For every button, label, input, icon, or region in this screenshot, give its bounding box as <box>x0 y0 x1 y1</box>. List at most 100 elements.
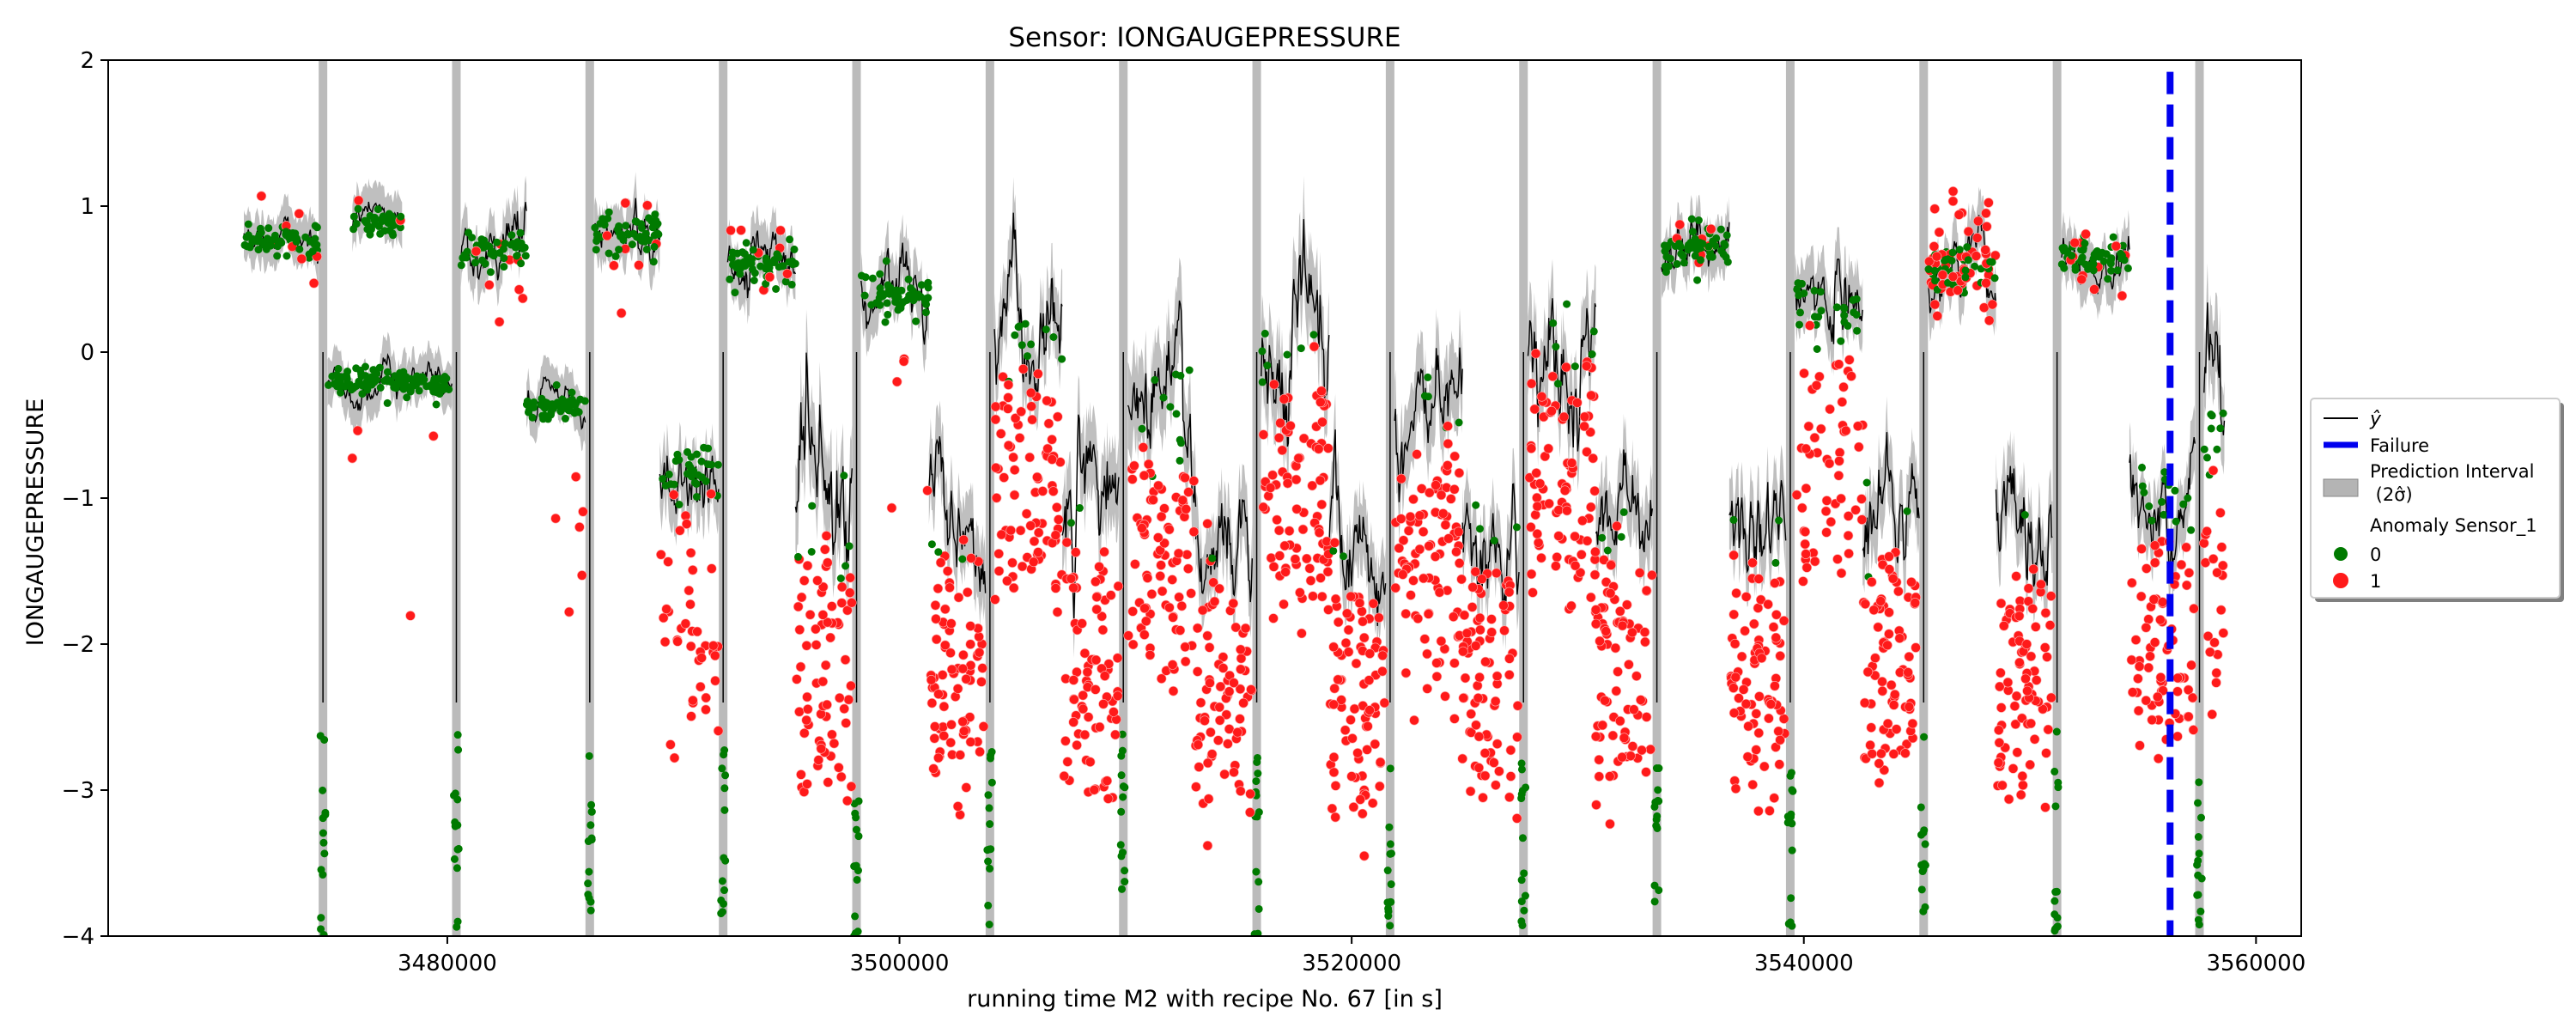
point-class-1 <box>1801 563 1813 573</box>
point-class-1 <box>1834 455 1844 466</box>
point-class-0 <box>1297 344 1305 353</box>
point-class-0 <box>1254 769 1262 778</box>
point-class-1 <box>846 781 857 792</box>
point-class-1 <box>1021 508 1032 520</box>
point-class-1 <box>1214 583 1224 594</box>
point-class-0 <box>2195 778 2203 787</box>
point-class-1 <box>1293 453 1304 464</box>
point-class-1 <box>1188 476 1200 486</box>
point-class-0 <box>642 245 651 253</box>
point-class-1 <box>1280 567 1291 577</box>
legend-class0-marker <box>2334 547 2348 561</box>
point-class-1 <box>2184 568 2195 578</box>
point-class-1 <box>1180 472 1190 484</box>
point-class-0 <box>1117 852 1126 861</box>
point-class-1 <box>990 401 1001 412</box>
point-class-1 <box>801 640 812 651</box>
point-class-1 <box>1315 573 1326 583</box>
point-class-1 <box>1297 628 1307 639</box>
point-class-1 <box>1078 690 1088 701</box>
point-class-1 <box>836 581 848 593</box>
point-class-0 <box>1832 303 1841 312</box>
point-class-1 <box>1091 604 1102 615</box>
point-class-1 <box>1219 769 1230 780</box>
point-class-1 <box>1316 386 1327 397</box>
point-class-0 <box>882 257 890 265</box>
point-class-1 <box>1047 434 1057 445</box>
point-class-1 <box>1314 527 1325 538</box>
point-class-0 <box>1520 906 1528 915</box>
point-class-1 <box>2040 607 2051 618</box>
point-class-1 <box>957 716 968 727</box>
point-class-0 <box>1677 250 1686 258</box>
point-class-1 <box>963 587 973 598</box>
point-class-1 <box>1996 598 2007 609</box>
point-class-1 <box>2145 651 2155 662</box>
point-class-1 <box>2208 553 2219 564</box>
point-class-1 <box>958 534 969 545</box>
point-class-0 <box>375 363 384 372</box>
point-class-1 <box>961 782 972 793</box>
point-class-1 <box>1209 596 1220 607</box>
point-class-0 <box>2200 445 2208 453</box>
point-class-1 <box>1336 695 1346 705</box>
point-class-1 <box>782 268 793 279</box>
point-class-1 <box>1590 731 1601 742</box>
point-class-0 <box>1075 504 1084 512</box>
point-class-1 <box>1352 747 1363 758</box>
point-class-1 <box>1228 598 1239 609</box>
point-class-1 <box>513 284 525 295</box>
point-class-1 <box>726 225 736 236</box>
point-class-0 <box>704 460 712 469</box>
point-class-0 <box>453 795 462 804</box>
point-class-0 <box>2057 260 2066 269</box>
point-class-1 <box>1202 518 1212 529</box>
point-class-1 <box>811 640 822 650</box>
point-class-1 <box>961 673 971 684</box>
point-class-1 <box>1290 554 1301 564</box>
point-class-1 <box>1887 573 1899 584</box>
point-class-1 <box>2211 667 2222 678</box>
point-class-1 <box>1316 499 1327 510</box>
point-class-1 <box>256 191 267 202</box>
point-class-0 <box>1067 519 1075 527</box>
point-class-1 <box>1981 208 1991 219</box>
point-class-1 <box>1906 576 1917 587</box>
point-class-1 <box>634 259 644 271</box>
point-class-1 <box>840 654 851 666</box>
point-class-0 <box>1571 362 1579 371</box>
point-class-1 <box>1903 667 1913 678</box>
point-class-1 <box>1526 521 1536 532</box>
point-class-1 <box>2187 692 2198 703</box>
point-class-1 <box>1354 598 1365 609</box>
point-class-1 <box>1329 683 1340 694</box>
point-class-1 <box>2141 622 2152 633</box>
point-class-1 <box>1490 696 1501 707</box>
point-class-1 <box>2188 725 2199 735</box>
anomaly-points <box>240 186 2229 936</box>
point-class-1 <box>822 699 832 710</box>
point-class-0 <box>1176 372 1185 380</box>
point-class-0 <box>1963 243 1971 252</box>
point-class-1 <box>680 618 691 630</box>
point-class-1 <box>1984 315 1995 326</box>
point-class-0 <box>605 208 613 216</box>
point-class-1 <box>1418 526 1429 538</box>
y-tick-label: −2 <box>62 632 94 658</box>
point-class-0 <box>495 249 504 257</box>
point-class-1 <box>1218 652 1229 662</box>
point-class-0 <box>516 228 525 237</box>
point-class-0 <box>2197 874 2206 883</box>
point-class-1 <box>1971 251 1982 261</box>
point-class-0 <box>290 232 299 240</box>
point-class-0 <box>2050 897 2059 905</box>
point-class-0 <box>513 252 521 260</box>
point-class-1 <box>1037 486 1048 496</box>
point-class-0 <box>519 245 527 252</box>
point-class-0 <box>1521 891 1529 900</box>
point-class-0 <box>720 854 728 862</box>
point-class-1 <box>1224 686 1235 697</box>
point-class-1 <box>1801 443 1812 454</box>
point-class-1 <box>1994 725 2004 736</box>
point-class-0 <box>615 222 623 230</box>
